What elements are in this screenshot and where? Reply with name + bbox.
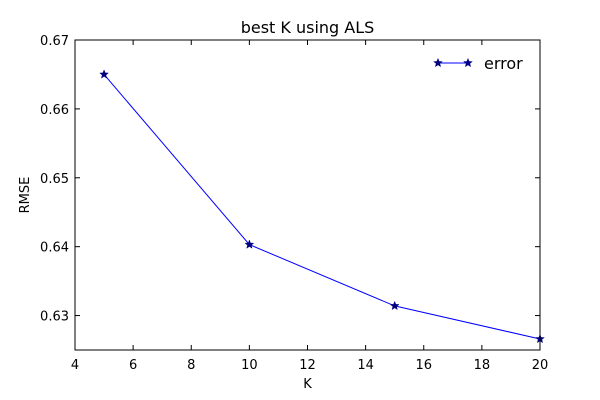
y-tick-label: 0.67 <box>40 34 69 49</box>
x-tick-label: 8 <box>187 358 195 373</box>
series-line-error <box>103 74 541 340</box>
legend-label-error: error <box>484 54 523 73</box>
x-tick-label: 6 <box>129 358 137 373</box>
series-layer <box>99 69 545 344</box>
data-point-marker <box>244 239 255 249</box>
y-axis: 0.63 0.64 0.65 0.66 0.67 <box>40 34 540 325</box>
y-tick-label: 0.65 <box>40 172 69 187</box>
data-point-marker <box>99 69 110 79</box>
legend: error <box>433 54 523 73</box>
legend-marker <box>433 57 443 68</box>
y-tick-label: 0.66 <box>40 103 69 118</box>
legend-marker <box>463 57 473 68</box>
x-axis-label: K <box>303 377 312 392</box>
x-tick-label: 18 <box>474 358 491 373</box>
y-tick-label: 0.64 <box>40 241 69 256</box>
chart-title: best K using ALS <box>241 18 375 37</box>
x-tick-label: 20 <box>532 358 549 373</box>
plot-area <box>75 40 540 350</box>
x-tick-label: 4 <box>71 358 79 373</box>
y-axis-label: RMSE <box>18 177 33 214</box>
data-point-marker <box>389 300 400 311</box>
x-tick-label: 12 <box>299 358 316 373</box>
x-tick-label: 16 <box>415 358 432 373</box>
x-tick-label: 14 <box>357 358 374 373</box>
x-axis: 4 6 8 10 12 14 16 18 20 <box>71 40 548 373</box>
y-tick-label: 0.63 <box>40 310 69 325</box>
x-tick-label: 10 <box>241 358 258 373</box>
